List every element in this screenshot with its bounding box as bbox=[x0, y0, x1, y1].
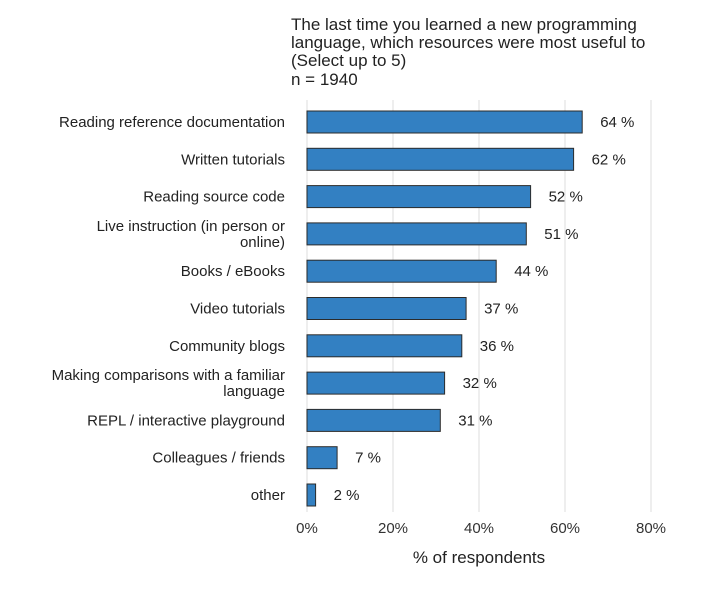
chart-title-line-1: The last time you learned a new programm… bbox=[291, 15, 637, 34]
category-label: Written tutorials bbox=[181, 151, 285, 168]
bar bbox=[306, 259, 497, 283]
x-tick-label: 0% bbox=[296, 520, 318, 537]
chart-title-line-3: (Select up to 5) bbox=[291, 51, 407, 70]
value-label: 7 % bbox=[355, 450, 381, 467]
bar bbox=[306, 297, 467, 320]
x-tick-label: 80% bbox=[636, 520, 666, 537]
value-label: 37 % bbox=[484, 301, 518, 318]
value-label: 44 % bbox=[514, 263, 548, 280]
category-label: Books / eBooks bbox=[181, 263, 285, 280]
category-label: Reading source code bbox=[143, 189, 285, 206]
category-label: Video tutorials bbox=[190, 301, 285, 318]
bar bbox=[306, 446, 338, 470]
bar bbox=[306, 408, 441, 432]
category-label: Making comparisons with a familiar langua… bbox=[52, 367, 285, 400]
value-label: 31 % bbox=[458, 412, 492, 429]
x-tick-label: 40% bbox=[464, 520, 494, 537]
chart-title: The last time you learned a new programm… bbox=[291, 16, 703, 89]
category-label: REPL / interactive playground bbox=[87, 412, 285, 429]
x-tick-label: 60% bbox=[550, 520, 580, 537]
bar bbox=[306, 371, 446, 395]
category-label: Community blogs bbox=[169, 338, 285, 355]
value-label: 32 % bbox=[463, 375, 497, 392]
category-label: Reading reference documentation bbox=[59, 114, 285, 131]
bar bbox=[306, 147, 575, 171]
x-axis-title: % of respondents bbox=[413, 548, 545, 567]
value-label: 64 % bbox=[600, 114, 634, 131]
bar bbox=[306, 483, 317, 507]
value-label: 51 % bbox=[544, 226, 578, 243]
category-label: Live instruction (in person or online) bbox=[97, 218, 285, 251]
category-labels: Reading reference documentation Written t… bbox=[52, 114, 285, 504]
category-label: other bbox=[251, 487, 285, 504]
category-label: Colleagues / friends bbox=[152, 450, 285, 467]
bars bbox=[306, 110, 583, 507]
bar bbox=[306, 110, 583, 134]
sample-size-label: n = 1940 bbox=[291, 70, 358, 89]
value-label: 2 % bbox=[334, 487, 360, 504]
bar bbox=[306, 334, 463, 358]
value-label: 62 % bbox=[592, 151, 626, 168]
bar bbox=[306, 222, 527, 246]
value-label: 36 % bbox=[480, 338, 514, 355]
x-axis-ticks: 0% 20% 40% 60% 80% bbox=[296, 520, 666, 537]
chart-title-line-2: language, which resources were most usef… bbox=[291, 33, 646, 52]
bar bbox=[306, 185, 532, 209]
value-labels: 64 % 62 % 52 % 51 % 44 % 37 % 36 % 32 % 31 % 7 % 2… bbox=[334, 114, 635, 504]
x-tick-label: 20% bbox=[378, 520, 408, 537]
value-label: 52 % bbox=[549, 189, 583, 206]
